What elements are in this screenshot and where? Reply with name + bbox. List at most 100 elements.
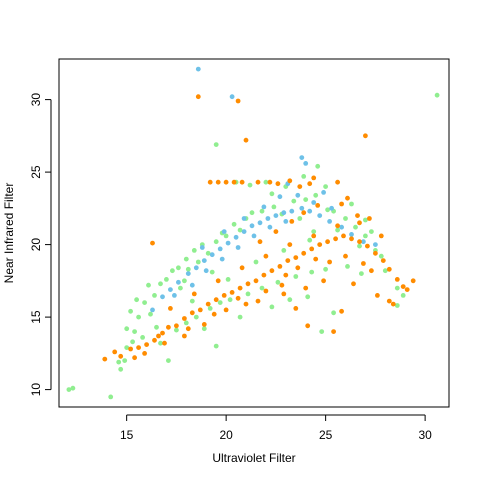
y-tick-label: 10 <box>29 383 43 397</box>
data-point-orange <box>361 261 366 266</box>
data-point-orange <box>331 329 336 334</box>
data-point-orange <box>160 330 165 336</box>
data-point-blue <box>317 213 323 219</box>
data-point-orange <box>325 239 330 245</box>
data-point-orange <box>369 268 374 274</box>
data-point-green <box>130 339 136 345</box>
data-point-green <box>134 297 140 303</box>
data-point-green <box>307 237 313 243</box>
data-point-green <box>193 314 199 320</box>
data-point-orange <box>378 233 384 239</box>
data-point-green <box>259 285 265 291</box>
data-point-blue <box>221 229 227 235</box>
data-point-green <box>217 300 223 305</box>
data-point-blue <box>307 208 313 214</box>
data-point-orange <box>102 356 108 362</box>
data-point-blue <box>361 239 366 245</box>
data-point-green <box>158 340 163 346</box>
data-point-orange <box>287 178 293 184</box>
data-point-green <box>231 221 237 227</box>
data-point-green <box>287 297 293 303</box>
data-point-orange <box>201 322 207 327</box>
data-point-green <box>154 324 159 330</box>
data-point-green <box>305 294 311 300</box>
data-point-blue <box>281 210 287 216</box>
y-tick-label: 15 <box>29 310 43 324</box>
data-point-green <box>343 216 348 221</box>
data-point-orange <box>267 179 273 185</box>
data-point-orange <box>239 265 245 271</box>
data-point-blue <box>225 240 231 246</box>
data-point-green <box>335 227 340 233</box>
data-point-green <box>128 308 134 314</box>
data-point-green <box>378 253 384 259</box>
data-point-orange <box>215 179 221 185</box>
data-point-orange <box>243 137 249 143</box>
data-point-blue <box>229 94 235 100</box>
data-point-orange <box>335 223 340 229</box>
data-point-green <box>213 239 219 245</box>
data-point-orange <box>223 179 229 185</box>
data-point-blue <box>349 232 354 237</box>
x-axis: 15 20 25 30 <box>120 414 432 442</box>
data-point-blue <box>168 287 173 292</box>
data-point-green <box>309 269 315 275</box>
data-point-green <box>142 300 148 305</box>
data-point-blue <box>251 233 257 239</box>
data-point-orange <box>375 293 380 298</box>
data-point-orange <box>144 342 150 347</box>
data-point-green <box>195 259 201 265</box>
data-point-orange <box>303 285 309 291</box>
data-point-orange <box>205 301 211 307</box>
data-point-green <box>183 320 189 326</box>
data-point-blue <box>189 282 195 288</box>
data-point-blue <box>273 213 279 219</box>
data-point-orange <box>191 291 197 297</box>
y-tick-label: 30 <box>29 93 43 107</box>
y-tick-label: 20 <box>29 238 43 252</box>
data-point-orange <box>263 253 269 259</box>
data-point-green <box>345 264 350 269</box>
plot-box <box>58 58 450 408</box>
data-point-orange <box>345 195 350 201</box>
data-point-blue <box>299 155 305 161</box>
data-point-orange <box>207 179 213 185</box>
data-point-blue <box>327 219 332 224</box>
data-point-green <box>303 197 309 203</box>
data-point-green <box>148 311 153 317</box>
data-point-green <box>136 314 142 320</box>
data-point-green <box>118 366 124 372</box>
data-point-blue <box>261 204 267 210</box>
data-point-orange <box>373 250 378 256</box>
data-point-green <box>331 310 336 316</box>
data-point-orange <box>275 181 281 187</box>
data-point-orange <box>313 256 319 262</box>
data-point-orange <box>355 213 360 219</box>
data-point-green <box>249 210 255 216</box>
data-point-orange <box>257 239 263 245</box>
data-point-green <box>185 266 191 272</box>
data-point-orange <box>315 203 321 208</box>
data-point-green <box>363 217 368 223</box>
data-point-green <box>124 345 130 350</box>
data-point-green <box>301 174 307 179</box>
data-point-green <box>313 192 319 198</box>
data-point-orange <box>185 326 191 332</box>
data-point-orange <box>229 290 235 295</box>
data-point-blue <box>201 258 207 263</box>
data-point-green <box>297 216 303 221</box>
data-point-orange <box>182 316 187 321</box>
data-point-green <box>213 142 219 148</box>
data-point-orange <box>235 98 241 104</box>
data-point-green <box>66 387 72 392</box>
data-point-green <box>183 256 189 262</box>
data-point-orange <box>174 323 179 329</box>
data-point-blue <box>185 271 191 276</box>
data-point-blue <box>172 293 177 298</box>
data-point-blue <box>283 219 289 224</box>
data-point-green <box>353 224 358 230</box>
data-point-orange <box>253 278 259 284</box>
data-point-green <box>259 208 265 214</box>
data-point-orange <box>394 277 400 282</box>
data-point-green <box>369 229 374 235</box>
